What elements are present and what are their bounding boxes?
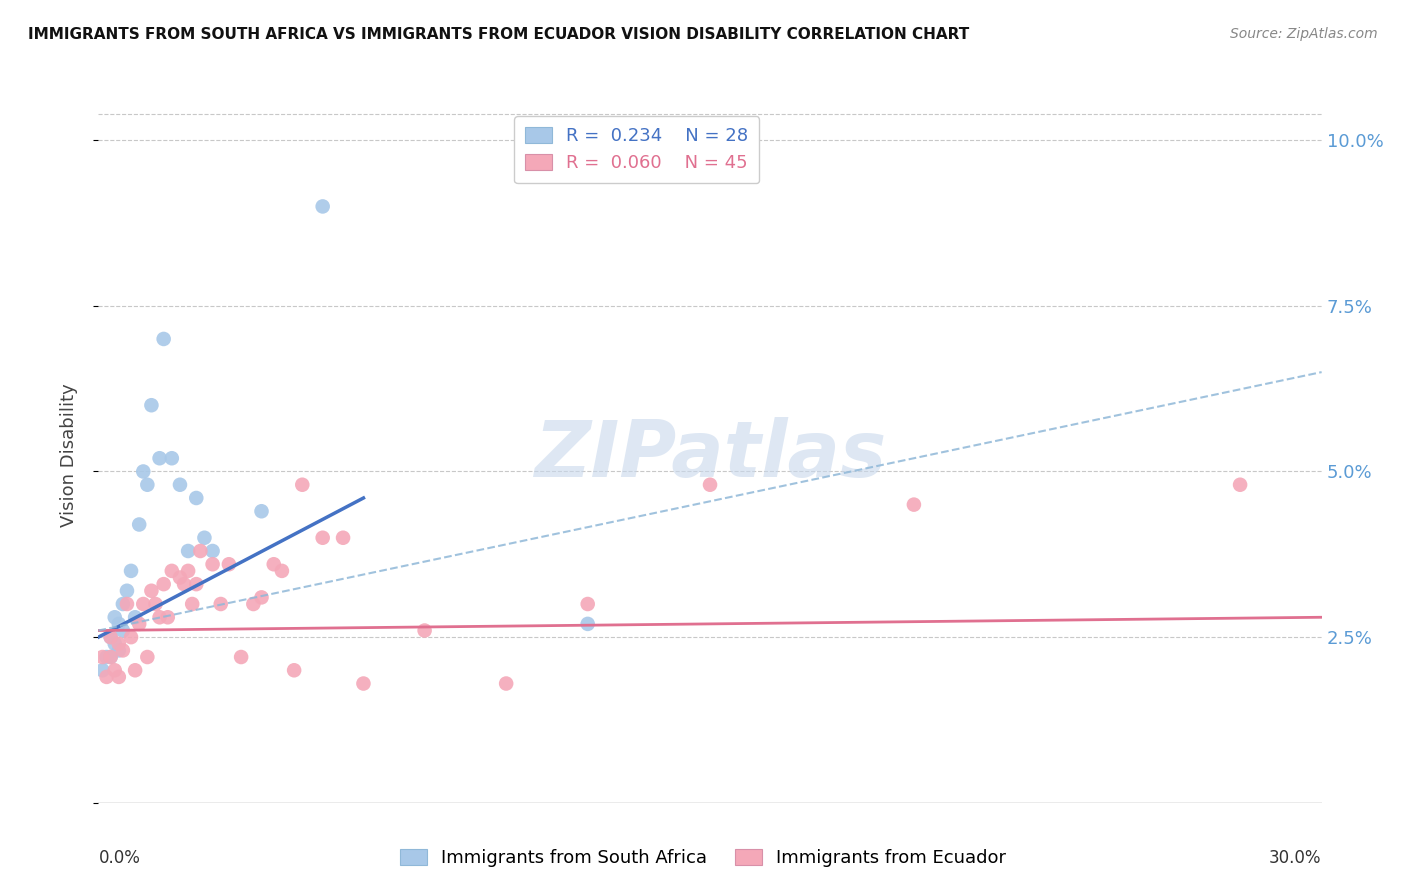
Point: [108, 670, 131, 684]
Point: [177, 544, 200, 558]
Y-axis label: Vision Disability: Vision Disability: [59, 383, 77, 527]
Text: 30.0%: 30.0%: [1270, 849, 1322, 867]
Point: [100, 650, 122, 665]
Point: [242, 597, 264, 611]
Point: [160, 451, 183, 466]
Point: [188, 544, 212, 558]
Point: [104, 663, 127, 677]
Point: [149, 610, 172, 624]
Point: [169, 477, 191, 491]
Point: [136, 650, 159, 665]
Point: [120, 630, 142, 644]
Point: [152, 332, 174, 346]
Point: [111, 643, 134, 657]
Point: [141, 398, 163, 412]
Point: [124, 663, 146, 677]
Point: [100, 630, 122, 644]
Point: [149, 451, 172, 466]
Point: [156, 610, 179, 624]
Point: [96, 670, 118, 684]
Point: [115, 597, 138, 611]
Point: [96, 650, 118, 665]
Point: [231, 650, 253, 665]
Point: [136, 477, 159, 491]
Point: [332, 531, 354, 545]
Point: [160, 564, 183, 578]
Point: [186, 577, 208, 591]
Text: ZIPatlas: ZIPatlas: [534, 417, 886, 493]
Point: [201, 558, 224, 572]
Point: [100, 630, 122, 644]
Point: [91, 663, 114, 677]
Point: [111, 597, 134, 611]
Point: [181, 597, 204, 611]
Point: [250, 591, 273, 605]
Legend: Immigrants from South Africa, Immigrants from Ecuador: Immigrants from South Africa, Immigrants…: [392, 841, 1014, 874]
Point: [1229, 477, 1251, 491]
Point: [111, 624, 134, 638]
Point: [173, 577, 195, 591]
Point: [291, 477, 314, 491]
Point: [352, 676, 374, 690]
Point: [903, 498, 925, 512]
Point: [104, 637, 127, 651]
Point: [312, 199, 335, 213]
Point: [132, 465, 155, 479]
Point: [124, 610, 146, 624]
Point: [283, 663, 305, 677]
Point: [312, 531, 335, 545]
Point: [132, 597, 155, 611]
Point: [108, 643, 131, 657]
Point: [141, 583, 163, 598]
Point: [576, 616, 599, 631]
Point: [104, 610, 127, 624]
Text: IMMIGRANTS FROM SOUTH AFRICA VS IMMIGRANTS FROM ECUADOR VISION DISABILITY CORREL: IMMIGRANTS FROM SOUTH AFRICA VS IMMIGRAN…: [28, 27, 969, 42]
Point: [413, 624, 436, 638]
Point: [263, 558, 285, 572]
Legend: R =  0.234    N = 28, R =  0.060    N = 45: R = 0.234 N = 28, R = 0.060 N = 45: [515, 116, 759, 183]
Point: [145, 597, 167, 611]
Point: [115, 583, 138, 598]
Point: [270, 564, 294, 578]
Point: [108, 616, 131, 631]
Point: [177, 564, 200, 578]
Point: [169, 570, 191, 584]
Point: [201, 544, 224, 558]
Point: [100, 650, 122, 665]
Point: [186, 491, 208, 505]
Point: [108, 637, 131, 651]
Point: [128, 616, 150, 631]
Text: Source: ZipAtlas.com: Source: ZipAtlas.com: [1230, 27, 1378, 41]
Point: [576, 597, 599, 611]
Point: [699, 477, 721, 491]
Point: [152, 577, 174, 591]
Point: [495, 676, 517, 690]
Point: [250, 504, 273, 518]
Point: [209, 597, 232, 611]
Point: [193, 531, 215, 545]
Point: [128, 517, 150, 532]
Text: 0.0%: 0.0%: [98, 849, 141, 867]
Point: [91, 650, 114, 665]
Point: [218, 558, 240, 572]
Point: [120, 564, 142, 578]
